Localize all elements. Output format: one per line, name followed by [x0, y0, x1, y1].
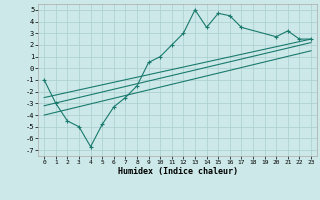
X-axis label: Humidex (Indice chaleur): Humidex (Indice chaleur)	[118, 167, 238, 176]
